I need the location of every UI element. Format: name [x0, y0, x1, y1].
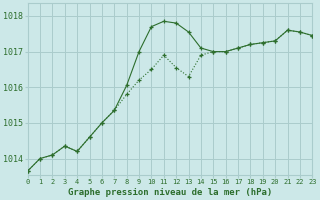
- X-axis label: Graphe pression niveau de la mer (hPa): Graphe pression niveau de la mer (hPa): [68, 188, 272, 197]
